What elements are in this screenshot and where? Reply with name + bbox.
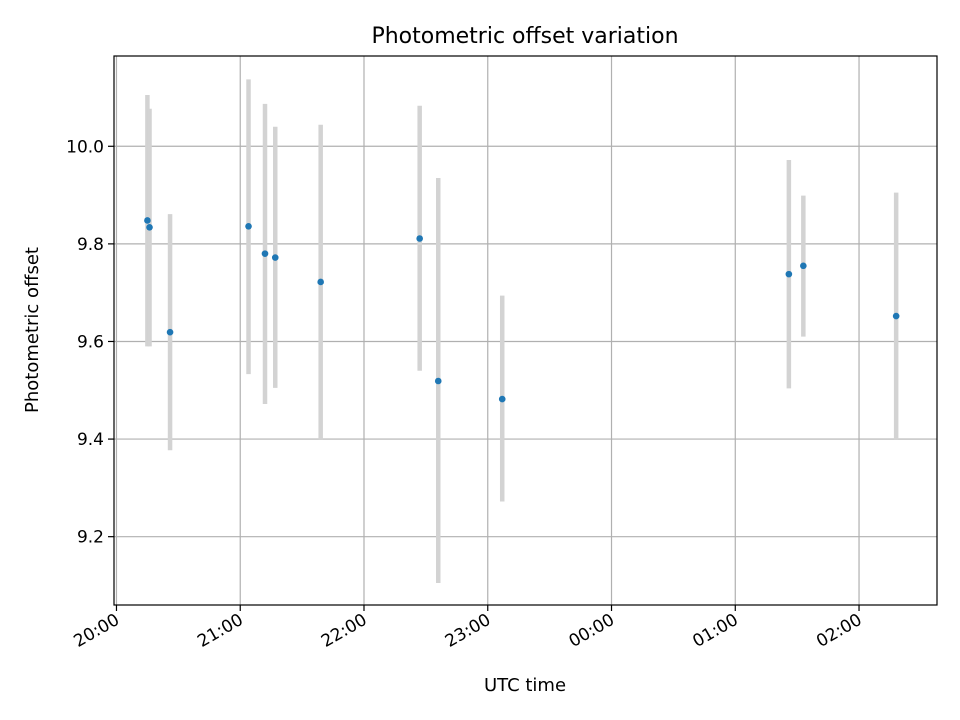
y-axis-label: Photometric offset bbox=[22, 247, 43, 413]
data-point bbox=[245, 223, 252, 230]
data-point bbox=[166, 328, 174, 336]
data-point bbox=[144, 217, 151, 224]
data-point bbox=[498, 395, 506, 403]
data-point bbox=[271, 254, 279, 261]
data-points bbox=[144, 217, 900, 403]
y-tick-label: 10.0 bbox=[66, 137, 104, 157]
data-point bbox=[416, 235, 423, 242]
data-point bbox=[146, 223, 153, 231]
y-tick-label: 9.4 bbox=[77, 430, 104, 450]
grid bbox=[114, 56, 937, 605]
x-axis-label: UTC time bbox=[484, 675, 566, 696]
data-point bbox=[434, 377, 442, 385]
y-tick-label: 9.2 bbox=[77, 528, 104, 548]
data-point bbox=[261, 250, 269, 257]
data-point bbox=[317, 278, 324, 286]
data-point bbox=[785, 270, 793, 278]
y-axis-ticks: 9.2 9.4 9.6 9.8 10.0 bbox=[66, 137, 114, 548]
data-point bbox=[892, 312, 900, 320]
chart-title: Photometric offset variation bbox=[371, 24, 678, 49]
y-tick-label: 9.6 bbox=[77, 332, 104, 352]
y-tick-label: 9.8 bbox=[77, 235, 104, 255]
data-point bbox=[800, 262, 807, 270]
plot-frame bbox=[113, 55, 938, 606]
